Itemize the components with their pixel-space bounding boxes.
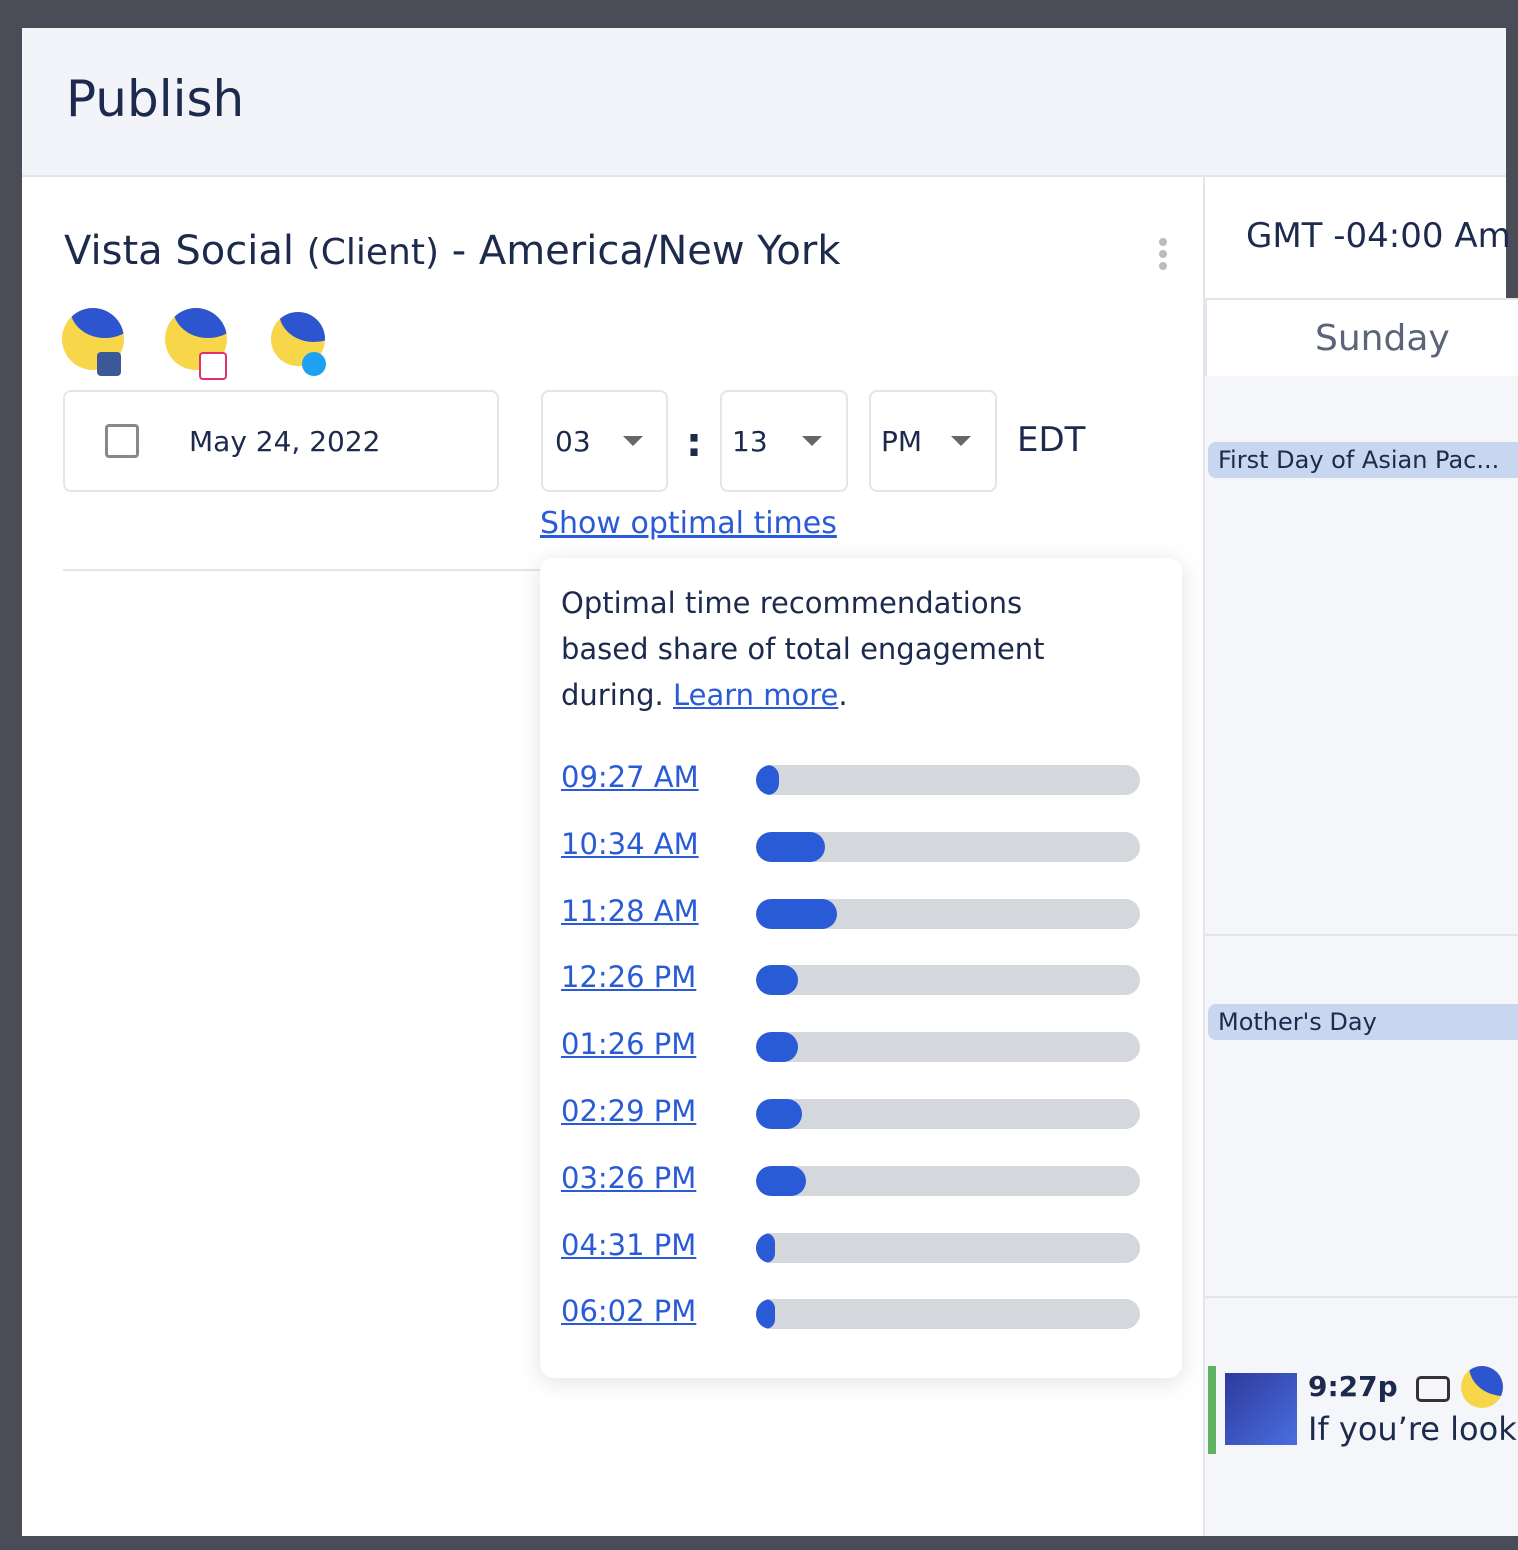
profile-name: Vista Social: [64, 228, 294, 274]
facebook-badge: [97, 352, 121, 376]
share-track: [756, 1299, 1140, 1330]
post-time: 9:27p: [1308, 1370, 1398, 1403]
twitter-badge: [302, 352, 326, 376]
date-value: May 24, 2022: [189, 425, 381, 458]
week-line: [1205, 934, 1518, 936]
profile-role: (Client): [306, 232, 439, 273]
more-menu[interactable]: [1159, 238, 1167, 274]
modal-header: [22, 28, 1506, 177]
optimal-time-link[interactable]: 03:26 PM: [561, 1160, 697, 1195]
divider: [1203, 176, 1205, 1536]
separator-line: [63, 569, 543, 571]
optimal-time-link[interactable]: 06:02 PM: [561, 1294, 697, 1329]
modal-title: Publish: [66, 70, 245, 128]
time-separator: :: [686, 420, 702, 466]
share-bar: [756, 965, 799, 996]
period-value: PM: [881, 425, 923, 458]
minute-value: 13: [732, 425, 768, 458]
share-track: [756, 1032, 1140, 1063]
share-bar: [756, 1099, 803, 1129]
week-line: [1205, 1296, 1518, 1298]
profile-timezone: - America/New York: [451, 228, 841, 274]
optimal-time-link[interactable]: 09:27 AM: [561, 760, 699, 794]
date-picker[interactable]: May 24, 2022: [63, 390, 499, 492]
day-header: Sunday: [1205, 298, 1518, 378]
optimal-time-link[interactable]: 11:28 AM: [561, 893, 699, 928]
camera-icon: [1416, 1376, 1450, 1402]
caret: [802, 436, 822, 446]
post-status: [1208, 1366, 1216, 1454]
share-track: [756, 1165, 1140, 1196]
share-bar: [756, 1232, 776, 1263]
share-track: [756, 1099, 1140, 1129]
share-track: [756, 831, 1140, 862]
caret: [951, 436, 971, 446]
share-bar: [756, 765, 780, 795]
optimal-time-link[interactable]: 01:26 PM: [561, 1027, 697, 1062]
share-track: [756, 1232, 1140, 1263]
caret: [623, 436, 643, 446]
optimal-time-link[interactable]: 10:34 AM: [561, 826, 699, 861]
optimal-time-link[interactable]: 04:31 PM: [561, 1227, 697, 1262]
post-avatar: [1461, 1366, 1503, 1408]
post-text: If you’re looki: [1308, 1410, 1518, 1448]
calendar-timezone: GMT -04:00 Am: [1246, 216, 1511, 256]
share-bar: [756, 1032, 799, 1063]
day-name: Sunday: [1315, 318, 1450, 359]
calendar-event[interactable]: First Day of Asian Pac...: [1208, 442, 1518, 478]
post-thumbnail[interactable]: [1225, 1373, 1297, 1445]
calendar-column: [1205, 376, 1518, 1536]
description-text: Optimal time recommendations based share…: [561, 586, 1045, 712]
share-track: [756, 898, 1140, 929]
period-select[interactable]: PM: [869, 390, 997, 492]
share-bar: [756, 831, 826, 862]
share-track: [756, 765, 1140, 795]
description-end: .: [838, 678, 848, 712]
optimal-popup: Optimal time recommendations based share…: [540, 558, 1182, 1378]
hour-value: 03: [555, 425, 591, 458]
share-bar: [756, 898, 837, 929]
optimal-times-link[interactable]: Show optimal times: [540, 506, 837, 541]
learn-more-link[interactable]: Learn more: [673, 678, 839, 712]
share-bar: [756, 1165, 806, 1196]
minute-select[interactable]: 13: [720, 390, 848, 492]
hour-select[interactable]: 03: [541, 390, 668, 492]
calendar-event[interactable]: Mother's Day: [1208, 1004, 1518, 1040]
optimal-time-link[interactable]: 02:29 PM: [561, 1094, 697, 1128]
profile-line: Vista Social (Client) - America/New York: [64, 228, 841, 274]
popup-description: Optimal time recommendations based share…: [561, 580, 1101, 718]
share-track: [756, 965, 1140, 996]
time-zone: EDT: [1017, 420, 1086, 460]
calendar-icon: [105, 424, 139, 458]
optimal-time-link[interactable]: 12:26 PM: [561, 960, 697, 995]
share-bar: [756, 1299, 776, 1330]
instagram-badge: [199, 352, 227, 380]
